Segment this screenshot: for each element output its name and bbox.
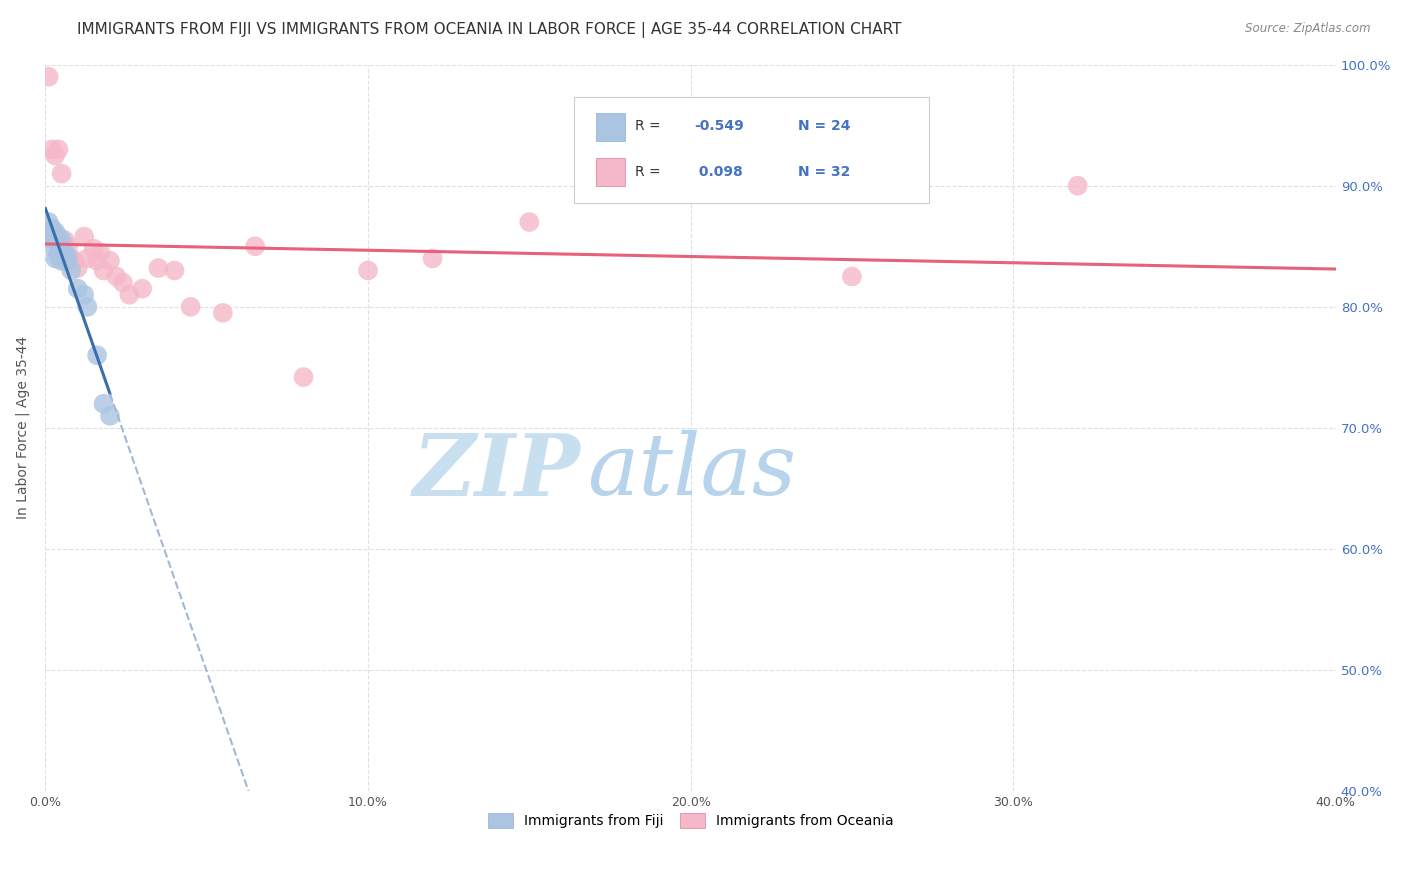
Point <box>41 221 63 235</box>
Point <box>44 233 66 247</box>
FancyBboxPatch shape <box>596 159 624 186</box>
Point <box>66 282 89 296</box>
Point <box>243 239 266 253</box>
Point <box>93 263 115 277</box>
Point <box>41 232 63 246</box>
Point <box>131 282 153 296</box>
Point <box>41 142 63 156</box>
Point <box>56 239 79 253</box>
Point <box>76 300 98 314</box>
Point <box>73 229 96 244</box>
Point <box>111 276 134 290</box>
Point <box>63 253 86 268</box>
Point <box>51 253 73 268</box>
Point <box>38 227 60 242</box>
Text: R =: R = <box>636 119 665 133</box>
Point <box>51 242 73 256</box>
Point <box>66 261 89 276</box>
Y-axis label: In Labor Force | Age 35-44: In Labor Force | Age 35-44 <box>15 336 30 519</box>
Point <box>180 300 202 314</box>
Point <box>1067 178 1090 193</box>
Point <box>38 70 60 84</box>
Point <box>292 370 315 384</box>
Point <box>48 229 70 244</box>
FancyBboxPatch shape <box>575 97 929 202</box>
Point <box>38 215 60 229</box>
Point <box>56 252 79 266</box>
Point <box>44 252 66 266</box>
Point <box>118 287 141 301</box>
Point <box>48 142 70 156</box>
Point <box>48 239 70 253</box>
Point <box>51 167 73 181</box>
Point <box>841 269 863 284</box>
FancyBboxPatch shape <box>596 113 624 141</box>
Point <box>44 148 66 162</box>
Point <box>44 242 66 256</box>
Point <box>53 245 76 260</box>
Point <box>60 263 83 277</box>
Point <box>93 397 115 411</box>
Point <box>53 253 76 268</box>
Point <box>83 242 105 256</box>
Text: N = 32: N = 32 <box>797 165 851 179</box>
Text: 0.098: 0.098 <box>695 165 744 179</box>
Text: IMMIGRANTS FROM FIJI VS IMMIGRANTS FROM OCEANIA IN LABOR FORCE | AGE 35-44 CORRE: IMMIGRANTS FROM FIJI VS IMMIGRANTS FROM … <box>77 22 901 38</box>
Point <box>89 245 111 260</box>
Point <box>60 252 83 266</box>
Point <box>51 233 73 247</box>
Text: -0.549: -0.549 <box>695 119 744 133</box>
Legend: Immigrants from Fiji, Immigrants from Oceania: Immigrants from Fiji, Immigrants from Oc… <box>481 806 901 835</box>
Point <box>76 252 98 266</box>
Point <box>98 253 121 268</box>
Text: atlas: atlas <box>588 430 797 513</box>
Point <box>86 253 108 268</box>
Text: ZIP: ZIP <box>413 430 581 513</box>
Point <box>98 409 121 423</box>
Text: N = 24: N = 24 <box>797 119 851 133</box>
Point <box>48 249 70 263</box>
Text: Source: ZipAtlas.com: Source: ZipAtlas.com <box>1246 22 1371 36</box>
Point <box>73 287 96 301</box>
Point <box>357 263 380 277</box>
Point <box>53 233 76 247</box>
Point <box>517 215 540 229</box>
Point <box>105 269 128 284</box>
Point <box>163 263 186 277</box>
Point <box>148 261 170 276</box>
Point <box>44 225 66 239</box>
Point <box>212 306 235 320</box>
Text: R =: R = <box>636 165 665 179</box>
Point <box>86 348 108 362</box>
Point <box>422 252 444 266</box>
